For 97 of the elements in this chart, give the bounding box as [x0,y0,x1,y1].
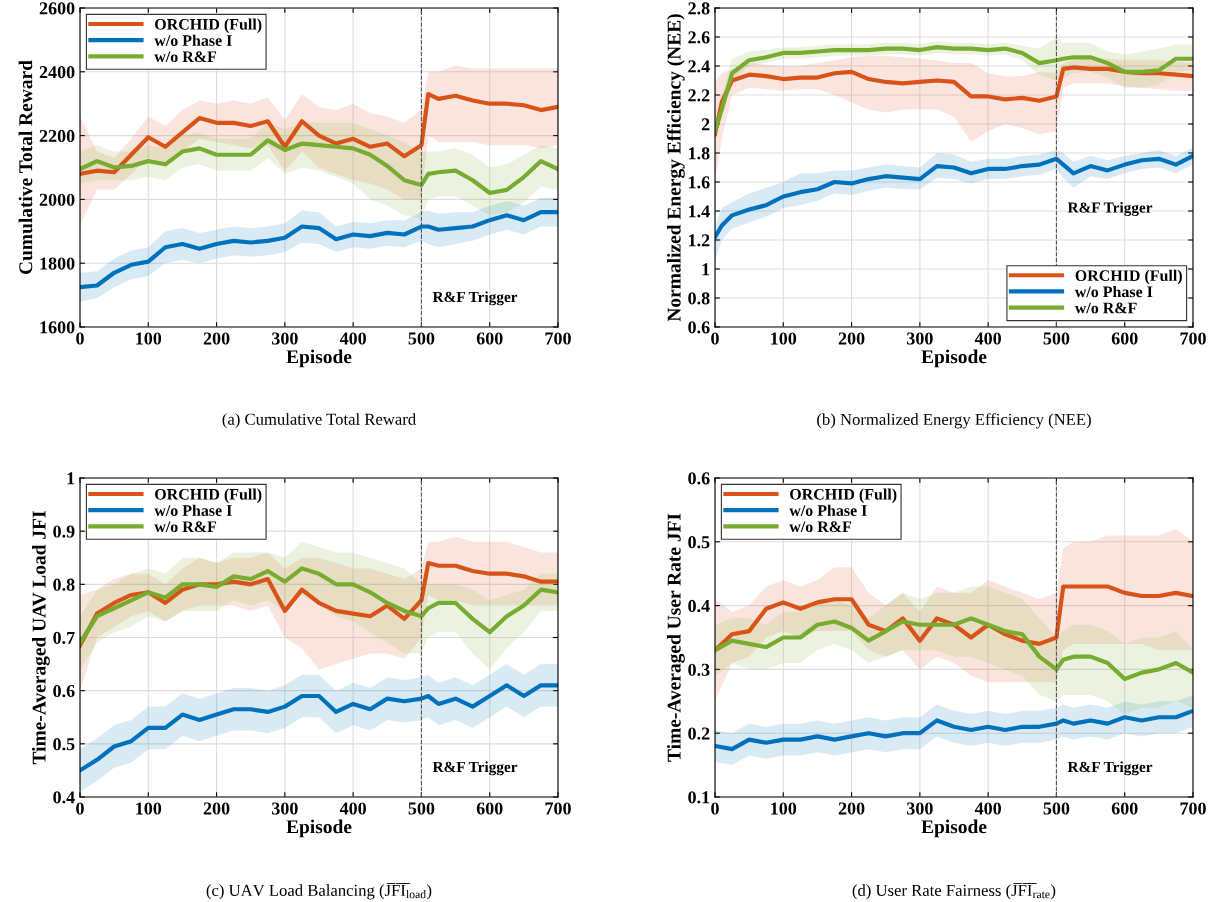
line-series [715,708,1193,752]
y-tick-label: 0.6 [688,321,710,334]
y-axis-title: Normalized Energy Efficiency (NEE) [666,14,685,322]
y-tick-label: 0.4 [688,599,710,613]
x-tick-label: 600 [476,332,503,345]
y-axis-title: Time-Averaged UAV Load JFI [32,511,50,765]
y-tick-label: 0.5 [53,738,75,751]
x-tick-label: 500 [408,802,435,815]
x-tick-label: 100 [136,332,162,345]
legend-label: ORCHID (Full) [155,18,262,33]
x-tick-label: 300 [907,332,933,345]
x-axis-title: Episode [921,819,987,838]
x-tick-label: 600 [1111,802,1138,815]
text: (d) User Rate Fairness (J̅F̅I̅$_{rate}$) [852,883,1056,900]
legend-label: w/o R&F [1074,302,1137,314]
x-tick-label: 400 [974,332,1001,345]
legend-label: w/o Phase I [154,34,232,46]
x-tick-label: 0 [711,802,719,815]
legend-label: w/o Phase I [1074,285,1153,298]
y-tick-label: 2000 [39,193,75,206]
x-tick-label: 600 [476,802,503,815]
line-series [715,153,1193,240]
y-tick-label: 0.3 [688,663,710,676]
y-tick-label: 0.5 [688,536,710,549]
y-tick-label: 0.4 [53,791,75,804]
x-tick-label: 700 [1180,802,1206,815]
x-tick-label: 300 [272,332,298,345]
x-axis-title: Episode [286,349,352,368]
x-axis-title: Episode [921,349,987,368]
legend-label: w/o Phase I [154,504,232,516]
x-tick-label: 100 [771,332,797,345]
line-series [715,616,1193,682]
line-series [80,92,558,176]
x-tick-label: 700 [545,332,571,345]
x-tick-label: 400 [339,332,366,345]
legend-label: w/o R&F [154,521,217,533]
x-tick-label: 700 [1180,332,1206,345]
y-tick-label: 0.2 [688,727,710,740]
ref-line-label: R&F Trigger [1067,761,1153,776]
legend-label: ORCHID (Full) [790,488,897,503]
text: (a) Cumulative Total Reward [222,413,416,429]
y-axis-title: Time-Averaged User Rate JFI [667,513,685,762]
legend-label: w/o Phase I [789,504,867,516]
text: (c) UAV Load Balancing (J̅F̅I̅$_{load}$) [206,883,432,900]
x-tick-label: 500 [408,332,435,345]
x-tick-label: 600 [1111,332,1138,345]
ref-line-label: R&F Trigger [1067,201,1153,216]
y-tick-label: 0.1 [688,791,710,804]
x-tick-label: 100 [771,802,797,815]
y-tick-label: 1 [702,263,710,276]
x-tick-label: 0 [76,802,84,815]
line-series [80,138,558,196]
y-tick-label: 2.8 [688,2,710,15]
y-tick-label: 0.6 [688,472,710,485]
y-tick-label: 2.2 [688,89,710,102]
legend-label: ORCHID (Full) [1075,269,1182,285]
y-tick-label: 2400 [39,66,75,79]
x-axis-title: Episode [286,819,352,838]
x-tick-label: 500 [1043,332,1070,345]
x-tick-label: 400 [339,802,366,815]
y-tick-label: 1.8 [689,147,710,160]
x-tick-label: 300 [907,802,933,815]
x-tick-label: 100 [136,802,162,815]
ref-line-label: R&F Trigger [432,291,518,306]
x-tick-label: 0 [711,332,719,345]
x-tick-label: 200 [203,802,230,815]
y-axis-title: Cumulative Total Reward [18,60,33,275]
y-tick-label: 2600 [39,2,75,15]
legend-label: w/o R&F [789,521,852,533]
x-tick-label: 500 [1043,802,1070,815]
y-tick-label: 1800 [40,257,75,270]
legend-label: w/o R&F [154,51,217,63]
y-tick-label: 1 [67,472,75,485]
y-tick-label: 2.6 [688,31,710,44]
x-tick-label: 0 [76,332,84,345]
x-tick-label: 300 [272,802,298,815]
text: (b) Normalized Energy Efficiency (NEE) [817,413,1091,429]
y-tick-label: 0.7 [53,631,75,645]
line-series [80,210,558,290]
x-tick-label: 200 [838,332,865,345]
y-tick-label: 0.8 [688,292,710,305]
ref-line-label: R&F Trigger [432,761,518,776]
y-tick-label: 0.6 [53,684,75,698]
x-tick-label: 200 [203,332,230,345]
y-tick-label: 1.2 [689,234,710,247]
y-tick-label: 0.9 [53,525,75,538]
y-tick-label: 1.6 [689,176,710,189]
x-tick-label: 200 [838,802,865,815]
y-tick-label: 2.4 [688,60,710,73]
y-tick-label: 1.4 [689,205,710,218]
y-tick-label: 1600 [40,321,75,334]
legend-label: ORCHID (Full) [155,488,262,503]
x-tick-label: 400 [974,802,1001,815]
y-tick-label: 2200 [39,129,75,143]
y-tick-label: 2 [701,118,710,131]
x-tick-label: 700 [545,802,571,815]
y-tick-label: 0.8 [53,578,75,591]
